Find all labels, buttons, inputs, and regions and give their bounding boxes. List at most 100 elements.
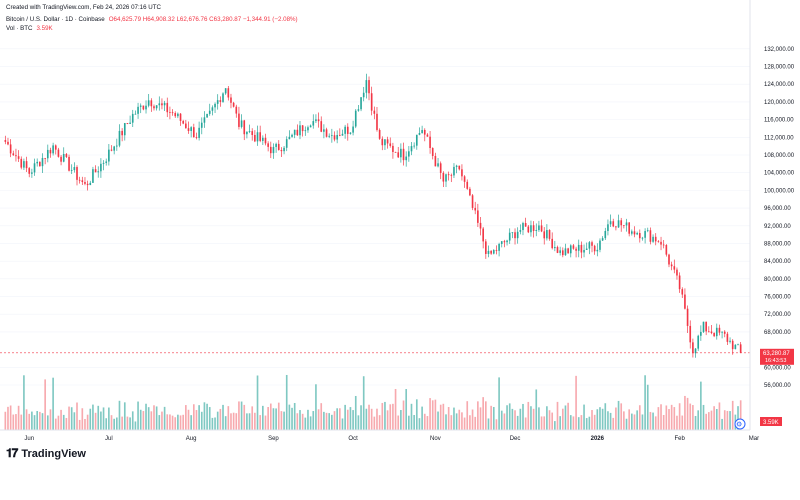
volume-bar: [222, 404, 224, 430]
candle: [15, 148, 17, 162]
candle-body: [599, 240, 601, 250]
volume-bar: [73, 412, 76, 430]
volume-bar: [495, 419, 498, 430]
candle-body: [646, 230, 649, 232]
candle-body: [559, 250, 561, 253]
candle: [46, 144, 49, 163]
volume-bar: [376, 408, 378, 430]
candle-body: [256, 132, 259, 142]
volume-bar: [604, 403, 607, 430]
volume-bar: [185, 405, 187, 430]
symbol-title[interactable]: Bitcoin / U.S. Dollar · 1D · Coinbase: [6, 16, 105, 23]
candle-body: [235, 106, 238, 114]
volume-bar: [211, 417, 214, 430]
volume-row: Vol · BTC 3.59K: [6, 24, 298, 33]
candle-body: [137, 106, 139, 114]
volume-bar: [569, 415, 572, 430]
volume-bar: [325, 412, 328, 430]
last-price-label: 63,280.87: [763, 351, 790, 357]
candle: [585, 242, 588, 250]
candle-body: [463, 176, 466, 182]
volume-bar: [654, 416, 657, 430]
volume-label[interactable]: Vol · BTC: [6, 25, 33, 32]
volume-bar: [153, 405, 155, 430]
volume-bar: [561, 408, 564, 430]
candle: [453, 163, 455, 179]
candle: [506, 239, 508, 246]
volume-bar: [219, 408, 222, 430]
candle-body: [466, 181, 469, 189]
candle-body: [548, 230, 551, 239]
candle: [54, 144, 57, 155]
volume-bar: [583, 404, 585, 430]
candle: [646, 227, 649, 233]
volume-bar: [208, 407, 211, 430]
candle-body: [325, 129, 328, 137]
candle-body: [561, 250, 564, 256]
candle: [280, 147, 283, 157]
candle: [246, 131, 248, 139]
volume-bar: [373, 416, 376, 430]
volume-bar: [522, 403, 524, 430]
volume-bar: [39, 411, 41, 430]
candle: [137, 102, 139, 119]
settings-gear[interactable]: ⚙: [734, 418, 746, 430]
candle: [7, 137, 9, 146]
candle: [251, 128, 254, 141]
candle: [139, 103, 142, 114]
candle: [392, 142, 394, 159]
volume-bar: [466, 401, 469, 430]
candle: [649, 227, 652, 245]
candle: [492, 249, 495, 255]
candle: [272, 143, 275, 159]
candle-body: [23, 161, 25, 168]
volume-bar: [646, 384, 649, 430]
candle: [41, 153, 44, 173]
candle-body: [471, 195, 474, 208]
candle: [400, 143, 402, 163]
volume-bar: [447, 407, 450, 430]
volume-bar: [323, 411, 325, 430]
volume-bar: [200, 411, 203, 430]
candle: [477, 203, 479, 228]
candle-body: [296, 129, 299, 136]
volume-bar: [31, 411, 33, 430]
candle: [591, 240, 593, 253]
symbol-row: Bitcoin / U.S. Dollar · 1D · Coinbase O6…: [6, 15, 298, 24]
candle: [378, 128, 381, 140]
price-tick: 60,000.00: [764, 365, 791, 371]
volume-bar: [729, 411, 731, 430]
candle: [158, 96, 161, 111]
candle-body: [657, 241, 660, 243]
candle: [455, 164, 458, 174]
volume-bar: [254, 412, 256, 430]
candle: [264, 133, 267, 146]
candle-body: [705, 321, 707, 332]
candle: [57, 147, 60, 158]
candle-body: [490, 250, 492, 254]
volume-bar: [697, 410, 700, 430]
volume-bar: [530, 406, 532, 430]
candle: [283, 145, 285, 155]
volume-bar: [431, 400, 434, 430]
volume-bar: [70, 407, 73, 430]
candle-body: [514, 232, 516, 239]
candle: [360, 97, 362, 112]
candle-body: [522, 223, 524, 231]
candle: [23, 158, 25, 171]
candle-body: [670, 264, 673, 267]
candle: [370, 86, 373, 116]
candle-body: [551, 238, 554, 249]
candle: [607, 219, 609, 236]
candle: [177, 112, 179, 119]
candle-body: [113, 146, 115, 151]
volume-bar: [17, 405, 20, 430]
candle-body: [206, 113, 208, 118]
volume-bar: [684, 395, 686, 430]
candle: [354, 109, 357, 129]
volume-bar: [54, 418, 57, 430]
candle: [341, 129, 344, 136]
volume-bar: [394, 388, 397, 430]
candle-body: [161, 103, 163, 106]
